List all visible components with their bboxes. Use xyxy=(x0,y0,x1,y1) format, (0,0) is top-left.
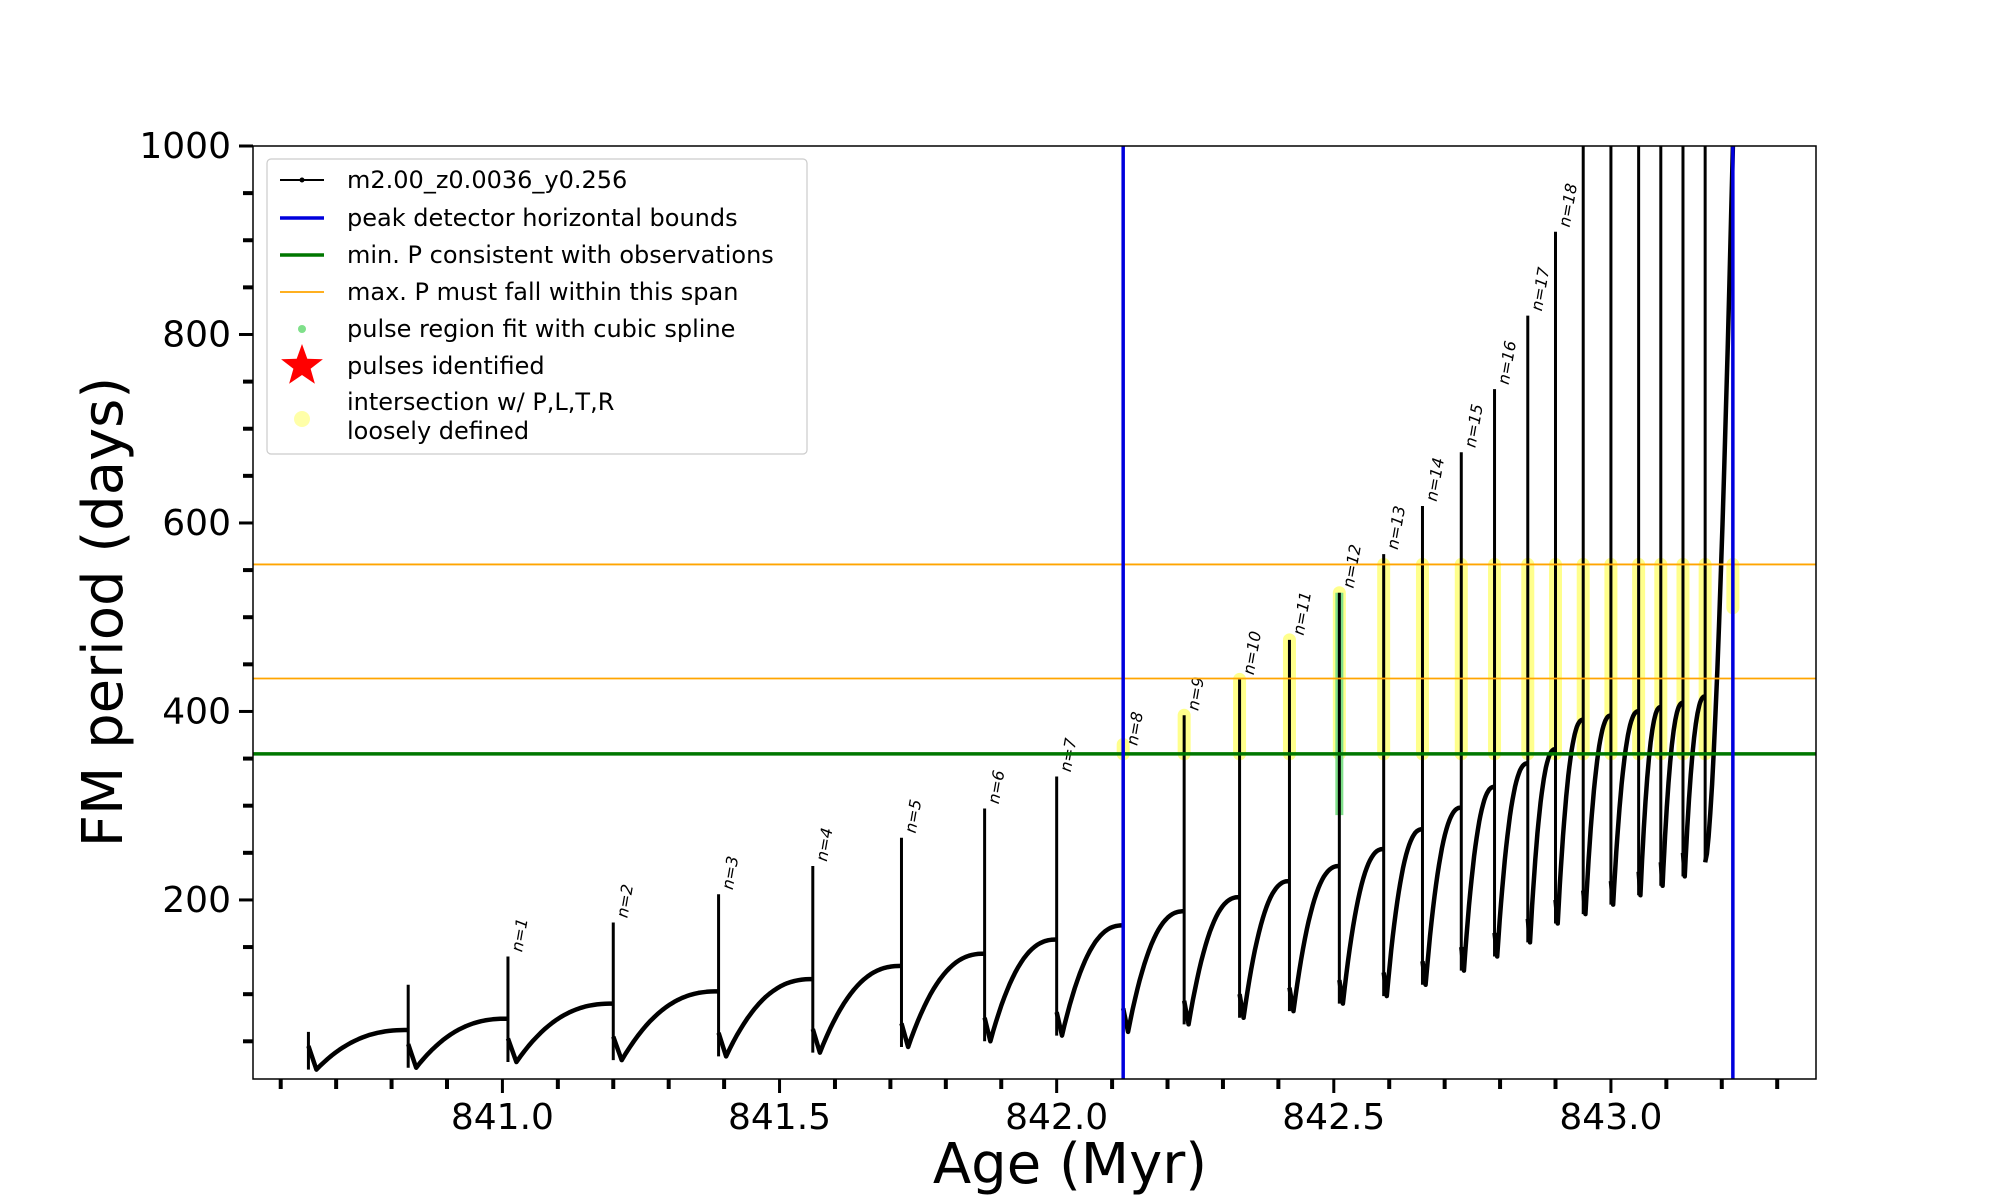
track-segment-15 xyxy=(1381,827,1424,999)
track-segment-12 xyxy=(1237,878,1290,1020)
y-tick-label-1: 200 xyxy=(162,880,231,921)
legend-label-1: m2.00_z0.0036_y0.256 xyxy=(347,166,627,194)
track-segment-1 xyxy=(306,1027,409,1072)
axis-ticks: 841.0 841.5 842.0 842.5 843.0 200 400 600 800 100… xyxy=(139,126,1780,1138)
pulse-label-12: n=12 xyxy=(1339,543,1365,590)
axes-frame xyxy=(252,145,1817,1080)
x-tick-label-1: 841.0 xyxy=(451,1097,554,1138)
track-segment-24 xyxy=(1658,700,1685,889)
pulse-label-16: n=16 xyxy=(1494,339,1520,386)
x-tick-label-5: 843.0 xyxy=(1559,1097,1662,1138)
track-segment-13 xyxy=(1287,863,1340,1014)
y-tick-label-2: 400 xyxy=(162,691,231,732)
x-axis-label: Age (Myr) xyxy=(933,1132,1207,1197)
pulse-label-1: n=1 xyxy=(507,917,532,954)
track-segment-16 xyxy=(1420,805,1463,988)
track-segment-3 xyxy=(505,1001,614,1065)
x-tick-label-2: 841.5 xyxy=(728,1097,831,1138)
legend-box xyxy=(266,158,808,455)
track-segment-18 xyxy=(1492,761,1529,959)
legend-label-2: peak detector horizontal bounds xyxy=(347,204,738,232)
pulse-label-2: n=2 xyxy=(612,883,637,920)
legend-label-8: loosely defined xyxy=(347,417,529,445)
pulse-label-17: n=17 xyxy=(1527,265,1553,312)
pulse-label-11: n=11 xyxy=(1289,590,1315,637)
track-segment-5 xyxy=(716,976,813,1059)
track-segment-2 xyxy=(406,1016,508,1070)
pulse-label-3: n=3 xyxy=(718,854,743,891)
track-segment-4 xyxy=(611,989,719,1063)
pulse-label-8: n=8 xyxy=(1122,710,1147,747)
pulse-label-6: n=6 xyxy=(984,769,1009,806)
track-segment-10 xyxy=(1120,908,1185,1035)
legend-handle-track-dot xyxy=(299,177,305,183)
pulse-label-10: n=10 xyxy=(1239,630,1265,677)
y-axis-label: FM period (days) xyxy=(71,377,136,847)
legend-label-7: intersection w/ P,L,T,R xyxy=(347,388,614,416)
track-final-rise xyxy=(1702,146,1736,863)
legend-label-6: pulses identified xyxy=(347,352,545,380)
legend-label-5: pulse region fit with cubic spline xyxy=(347,315,735,343)
track-segment-25 xyxy=(1680,694,1707,879)
x-tick-label-3: 842.0 xyxy=(1005,1097,1108,1138)
track-segment-23 xyxy=(1636,704,1663,898)
track-segment-22 xyxy=(1608,708,1640,907)
track-segment-9 xyxy=(1054,923,1124,1038)
pulse-label-14: n=14 xyxy=(1422,456,1448,503)
pulse-label-5: n=5 xyxy=(901,798,926,835)
pulse-label-9: n=9 xyxy=(1183,675,1208,712)
pulse-label-18: n=18 xyxy=(1555,182,1581,229)
y-tick-label-3: 600 xyxy=(162,503,231,544)
pulse-label-13: n=13 xyxy=(1383,504,1409,551)
track-segment-14 xyxy=(1337,846,1385,1006)
x-tick-label-4: 842.5 xyxy=(1282,1097,1385,1138)
legend-handle-dot xyxy=(298,325,306,333)
legend-handle-circle xyxy=(294,411,310,427)
track-segment-6 xyxy=(810,963,902,1055)
legend-handle-star xyxy=(281,344,323,384)
track-segment-21 xyxy=(1580,713,1613,917)
track-segment-11 xyxy=(1181,894,1240,1027)
track-segment-8 xyxy=(982,937,1057,1044)
legend-label-3: min. P consistent with observations xyxy=(347,241,774,269)
track-segment-19 xyxy=(1525,746,1557,945)
pulse-label-4: n=4 xyxy=(812,826,837,863)
legend-label-4: max. P must fall within this span xyxy=(347,278,738,306)
y-tick-label-4: 800 xyxy=(162,314,231,355)
y-tick-label-5: 1000 xyxy=(139,126,231,167)
track-segment-17 xyxy=(1459,784,1496,973)
track-segment-7 xyxy=(899,951,985,1050)
pulse-label-15: n=15 xyxy=(1461,402,1487,449)
track-segment-20 xyxy=(1553,717,1585,926)
